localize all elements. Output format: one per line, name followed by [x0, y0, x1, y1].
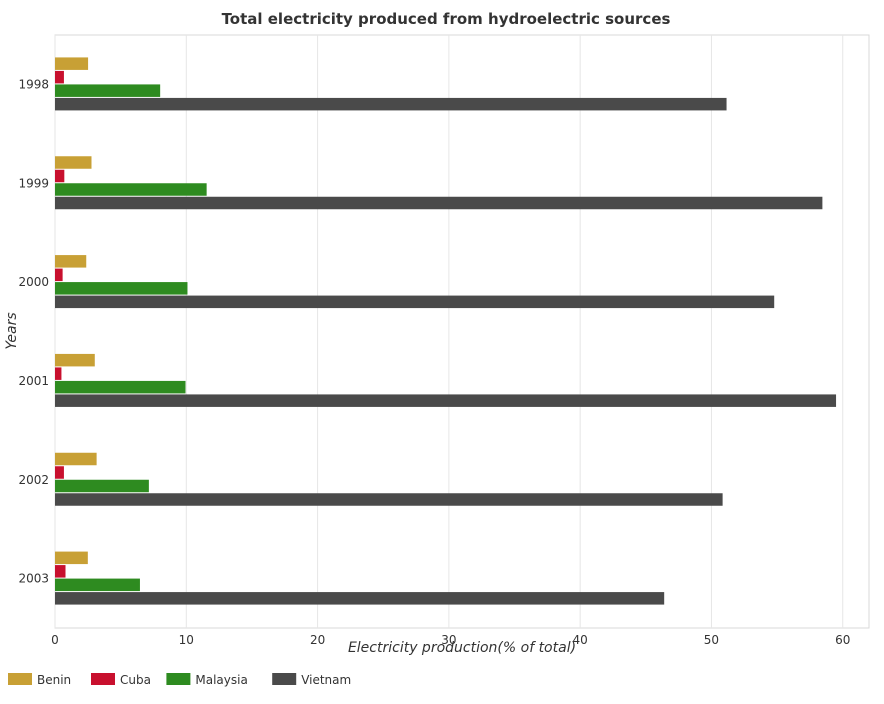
x-tick-label: 50 — [704, 633, 719, 647]
x-axis-label: Electricity production(% of total) — [348, 640, 576, 656]
y-tick-label: 2001 — [18, 374, 49, 388]
bar-malaysia-2002 — [55, 479, 149, 493]
bar-benin-1999 — [55, 156, 92, 169]
legend: Benin Cuba Malaysia Vietnam — [8, 673, 351, 687]
x-tick-labels: 0 10 20 30 40 50 60 — [51, 633, 850, 647]
bar-benin-2002 — [55, 452, 97, 466]
legend-swatch-malaysia — [166, 673, 191, 685]
bar-cuba-1998 — [55, 70, 64, 84]
bar-vietnam-2000 — [55, 295, 775, 309]
legend-label-malaysia: Malaysia — [195, 673, 247, 687]
legend-swatch-benin — [8, 673, 32, 685]
bar-benin-2003 — [55, 551, 88, 565]
bar-cuba-2003 — [55, 565, 66, 578]
bar-vietnam-2001 — [55, 394, 837, 407]
bar-malaysia-1998 — [55, 84, 161, 97]
x-tick-label: 30 — [441, 633, 456, 647]
bar-cuba-1999 — [55, 169, 65, 183]
bar-malaysia-1999 — [55, 183, 207, 196]
bar-benin-1998 — [55, 57, 89, 70]
bar-cuba-2000 — [55, 268, 63, 282]
x-tick-label: 40 — [573, 633, 588, 647]
bar-malaysia-2001 — [55, 380, 186, 394]
y-tick-labels: 1998 1999 2000 2001 2002 2003 — [18, 77, 49, 585]
y-axis-label: Years — [4, 312, 20, 349]
bar-vietnam-2002 — [55, 493, 723, 506]
gridlines — [54, 35, 844, 628]
bar-cuba-2001 — [55, 367, 62, 380]
y-tick-label: 1998 — [18, 77, 49, 91]
chart-title: Total electricity produced from hydroele… — [222, 10, 671, 28]
x-tick-label: 10 — [179, 633, 194, 647]
y-tick-label: 2003 — [18, 572, 49, 586]
bar-vietnam-1998 — [55, 97, 727, 111]
bars — [55, 57, 837, 605]
bar-cuba-2002 — [55, 466, 64, 479]
bar-malaysia-2000 — [55, 282, 188, 295]
legend-label-cuba: Cuba — [120, 673, 151, 687]
x-tick-label: 60 — [835, 633, 850, 647]
legend-label-benin: Benin — [37, 673, 71, 687]
legend-swatch-vietnam — [272, 673, 297, 685]
legend-label-vietnam: Vietnam — [301, 673, 351, 687]
y-tick-label: 2002 — [18, 473, 49, 487]
x-tick-label: 20 — [310, 633, 325, 647]
x-tick-label: 0 — [51, 633, 59, 647]
legend-swatch-cuba — [91, 673, 115, 685]
plot-area — [54, 34, 870, 629]
bar-malaysia-2003 — [55, 578, 140, 592]
y-tick-label: 1999 — [18, 176, 49, 190]
bar-benin-2000 — [55, 255, 87, 268]
bar-benin-2001 — [55, 353, 95, 367]
bar-vietnam-2003 — [55, 592, 665, 605]
y-tick-label: 2000 — [18, 275, 49, 289]
bar-vietnam-1999 — [55, 196, 823, 210]
